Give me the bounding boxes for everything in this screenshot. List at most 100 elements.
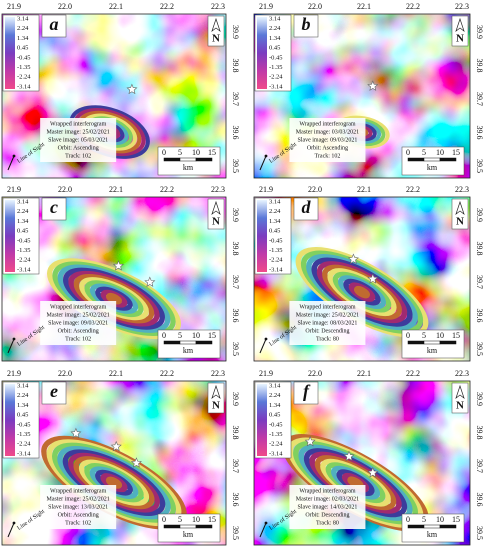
lon-tick-label: 22.3: [211, 369, 225, 378]
scale-segment: [163, 524, 181, 529]
scale-label: 10: [436, 148, 444, 157]
lat-tick-label: 39.9: [231, 392, 240, 406]
epicenter-star: [367, 80, 379, 91]
scale-label: 10: [436, 515, 444, 524]
lat-tick-label: 39.7: [475, 459, 484, 473]
north-arrow: [211, 384, 221, 399]
north-label: N: [212, 216, 220, 228]
scale-segment: [407, 340, 425, 345]
lat-tick-label: 39.7: [231, 459, 240, 473]
panel-letter: d: [302, 197, 312, 217]
north-box: [451, 198, 469, 230]
los-arrow: [259, 338, 267, 354]
lon-tick-label: 22.1: [109, 369, 123, 378]
scale-label: 5: [422, 148, 426, 157]
colorbar-label: -3.14: [269, 83, 283, 90]
lon-tick-label: 22.0: [58, 2, 72, 11]
lon-tick-label: 22.0: [58, 369, 72, 378]
colorbar-label: 1.34: [17, 402, 29, 409]
colorbar-label: 2.24: [269, 392, 281, 399]
scale-unit: km: [427, 163, 438, 172]
north-arrow: [455, 384, 465, 399]
panel: 21.9 22.0 22.1 22.2 22.3 39.9 39.8 39.7 39.6 39.5…: [253, 185, 484, 362]
info-text: Track: 102: [65, 153, 91, 159]
scale-label: 15: [452, 515, 460, 524]
north-box: [451, 15, 469, 47]
scale-label: 5: [178, 331, 182, 340]
info-text: Orbit: Ascending: [307, 145, 348, 151]
lon-tick-label: 22.3: [211, 185, 225, 194]
colorbar-label: 3.14: [17, 15, 29, 22]
info-box: [289, 301, 366, 345]
scale-unit: km: [427, 530, 438, 539]
colorbar-label: 0.45: [17, 228, 28, 235]
info-box: [289, 118, 366, 162]
colorbar-label: -1.35: [269, 64, 283, 71]
colorbar-label: -2.24: [269, 441, 283, 448]
colorbar-label: 3.14: [269, 382, 281, 389]
panel-letter: b: [302, 14, 311, 34]
map-frame: [1, 380, 227, 546]
epicenter-star: [347, 253, 359, 265]
scale-label: 0: [406, 148, 410, 157]
scale-segment: [195, 340, 213, 345]
info-text: Master image: 03/03/2021: [296, 129, 359, 135]
colorbar-label: -0.45: [17, 54, 31, 61]
los-dot: [12, 337, 16, 341]
colorbar-label: -2.24: [17, 257, 31, 264]
letter-box: [293, 381, 319, 405]
lon-tick-label: 22.3: [455, 369, 469, 378]
lon-tick-label: 22.3: [455, 185, 469, 194]
info-text: Orbit: Ascending: [58, 512, 99, 518]
lon-tick-label: 22.2: [160, 369, 174, 378]
lon-tick-label: 22.1: [109, 2, 123, 11]
lon-tick-label: 22.1: [357, 185, 371, 194]
lat-tick-label: 39.7: [475, 92, 484, 106]
lat-tick-label: 39.8: [475, 242, 484, 256]
scale-label: 5: [422, 331, 426, 340]
lon-tick-label: 22.3: [211, 2, 225, 11]
colorbar-label: -0.45: [17, 237, 31, 244]
scale-unit: km: [183, 530, 194, 539]
colorbar: [257, 17, 267, 89]
lat-tick-label: 39.9: [231, 208, 240, 222]
colorbar-label: -1.35: [269, 247, 283, 254]
info-box: [289, 485, 366, 529]
colorbar-label: 1.34: [269, 35, 281, 42]
lat-tick-label: 39.9: [231, 25, 240, 39]
scale-label: 15: [208, 515, 216, 524]
scale-segment: [179, 157, 197, 162]
colorbar-label: 2.24: [269, 208, 281, 215]
map-frame: [253, 13, 471, 179]
colorbar-label: -1.35: [269, 431, 283, 438]
colorbar-label: -2.24: [17, 441, 31, 448]
panel-letter: c: [50, 197, 58, 217]
colorbar: [5, 17, 15, 89]
info-text: Master image: 25/02/2021: [46, 312, 109, 318]
lon-tick-label: 22.2: [160, 185, 174, 194]
lon-tick-label: 22.1: [357, 2, 371, 11]
map-frame: [1, 196, 227, 362]
lon-tick-label: 22.0: [308, 185, 322, 194]
panel: 21.9 22.0 22.1 22.2 22.3 39.9 39.8 39.7 39.6 39.5…: [253, 2, 484, 179]
lat-tick-label: 39.5: [231, 159, 240, 173]
lat-tick-label: 39.5: [475, 526, 484, 540]
lat-tick-label: 39.5: [475, 342, 484, 356]
colorbar-label: 0.45: [269, 45, 280, 52]
los-dot: [264, 521, 268, 525]
lon-tick-label: 22.3: [455, 2, 469, 11]
colorbar-label: -1.35: [17, 431, 31, 438]
north-box: [451, 382, 469, 414]
panel: 21.9 22.0 22.1 22.2 22.3 39.9 39.8 39.7 39.6 39.5…: [1, 369, 240, 546]
scale-label: 10: [192, 515, 200, 524]
scale-label: 5: [178, 515, 182, 524]
lat-tick-label: 39.5: [231, 342, 240, 356]
lat-tick-label: 39.6: [231, 493, 240, 507]
scale-label: 0: [162, 331, 166, 340]
colorbar: [5, 200, 15, 272]
lat-tick-label: 39.8: [475, 426, 484, 440]
north-label: N: [456, 33, 464, 45]
scale-segment: [439, 524, 457, 529]
info-box: [40, 301, 117, 345]
epicenter-star: [144, 276, 156, 287]
